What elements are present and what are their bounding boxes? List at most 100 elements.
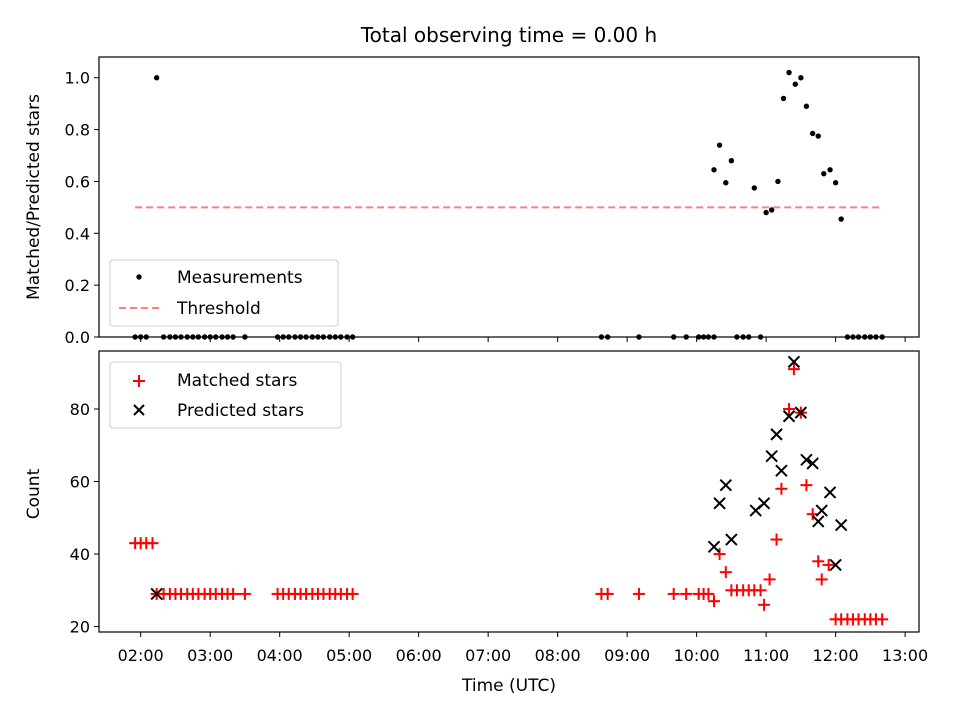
y-tick-label: 60	[70, 473, 90, 492]
predicted-star-point	[775, 464, 788, 477]
x-tick-label: 10:00	[674, 646, 720, 665]
predicted-star-b	[806, 457, 819, 470]
predicted-stars-series	[150, 355, 848, 601]
predicted-star-point	[770, 428, 783, 441]
x-tick-label: 06:00	[396, 646, 442, 665]
matched-star-point	[754, 584, 767, 597]
measurement-point	[315, 334, 321, 340]
count-x-axis: 02:00 03:00 04:00 05:00 06:00 07:00 08:00 09:00…	[118, 632, 928, 665]
y-tick-label: 40	[70, 545, 90, 564]
matched-star-point	[713, 548, 726, 561]
measurement-point	[763, 209, 769, 216]
matched-star-point	[763, 573, 776, 586]
matched-star-point	[719, 566, 732, 579]
ratio-x-axis	[140, 337, 906, 342]
measurement-point	[827, 167, 833, 173]
predicted-star-point	[787, 355, 801, 369]
measurement-point	[598, 334, 605, 340]
x-tick-label: 07:00	[465, 646, 511, 665]
predicted-star-b	[765, 449, 778, 463]
measurement-point	[723, 180, 729, 186]
measurement-point	[327, 334, 333, 340]
chart-title: Total observing time = 0.00 h	[360, 23, 657, 47]
measurement-point	[768, 207, 775, 213]
y-tick-label: 0.8	[65, 121, 90, 140]
measurement-point	[224, 334, 231, 340]
matched-star-point	[227, 587, 240, 600]
measurement-point	[670, 334, 677, 340]
y-tick-label: 20	[70, 618, 90, 637]
predicted-star-point	[725, 533, 738, 546]
y-tick-label: 0.4	[65, 224, 90, 243]
measurement-point	[195, 334, 202, 340]
measurement-point	[803, 103, 810, 109]
measurement-point	[711, 167, 717, 173]
legend-box	[109, 259, 339, 327]
measurement-point	[850, 334, 856, 340]
measurement-point	[862, 334, 868, 340]
measurement-point	[815, 133, 821, 139]
measurement-point	[190, 334, 196, 340]
predicted-star-point	[765, 449, 778, 463]
measurement-point	[309, 334, 316, 340]
predicted-star-point	[707, 540, 721, 554]
predicted-star-point	[815, 504, 828, 517]
ratio-y-axis: 0.0 0.2 0.4 0.6 0.8 1.0	[65, 69, 99, 347]
matched-star-point	[680, 587, 693, 600]
measurement-point	[740, 334, 746, 340]
measurement-point	[809, 130, 816, 137]
matched-star-point	[708, 595, 720, 608]
predicted-star-point	[719, 478, 733, 492]
measurement-point	[297, 334, 304, 340]
predicted-star-b	[834, 518, 848, 532]
matched-star-point	[800, 479, 813, 492]
predicted-star-point	[713, 497, 726, 510]
predicted-star-b	[775, 464, 788, 477]
measurement-point	[751, 185, 758, 191]
measurement-point	[780, 95, 787, 102]
measurements-series	[132, 69, 885, 340]
predicted-star-b	[782, 410, 796, 423]
measurement-point	[728, 158, 735, 164]
predicted-star-b	[787, 355, 801, 369]
matched-star-point	[775, 482, 788, 495]
measurement-point	[219, 334, 225, 340]
measurement-point	[775, 178, 781, 185]
measurement-point	[303, 334, 309, 340]
x-tick-label: 04:00	[257, 646, 303, 665]
measurement-point	[172, 334, 179, 340]
measurement-point	[734, 334, 740, 340]
legend-box	[109, 361, 342, 429]
measurement-point	[705, 334, 712, 340]
predicted-star-b	[815, 504, 828, 517]
measurement-point	[184, 334, 190, 340]
predicted-star-b	[812, 515, 825, 528]
measurement-point	[792, 81, 799, 87]
measurement-point	[332, 334, 338, 340]
predicted-star-point	[782, 410, 796, 423]
measurement-point	[746, 334, 752, 340]
ratio-y-axis-label: Matched/Predicted stars	[24, 94, 44, 300]
predicted-star-b	[800, 453, 813, 466]
matched-star-point	[876, 613, 889, 626]
measurement-point	[636, 334, 642, 340]
measurement-point	[274, 334, 281, 340]
predicted-star-b	[725, 533, 738, 546]
measurement-point	[604, 334, 611, 340]
x-tick-label: 05:00	[326, 646, 372, 665]
measurement-point	[855, 334, 862, 340]
measurement-point	[143, 334, 149, 340]
measurement-point	[230, 334, 236, 340]
count-y-axis-label: Count	[24, 468, 44, 519]
measurement-point	[349, 334, 356, 340]
measurement-point	[153, 75, 160, 81]
count-legend: Matched stars Predicted stars	[109, 361, 342, 429]
legend-measurements-label: Measurements	[177, 268, 303, 288]
predicted-star-b	[707, 540, 721, 554]
matched-star-point	[667, 587, 680, 600]
matched-star-point	[812, 555, 825, 568]
legend-measurements-marker	[136, 274, 142, 280]
ratio-panel: 0.0 0.2 0.4 0.6 0.8 1.0 Matched/Predicted sta…	[24, 56, 920, 347]
